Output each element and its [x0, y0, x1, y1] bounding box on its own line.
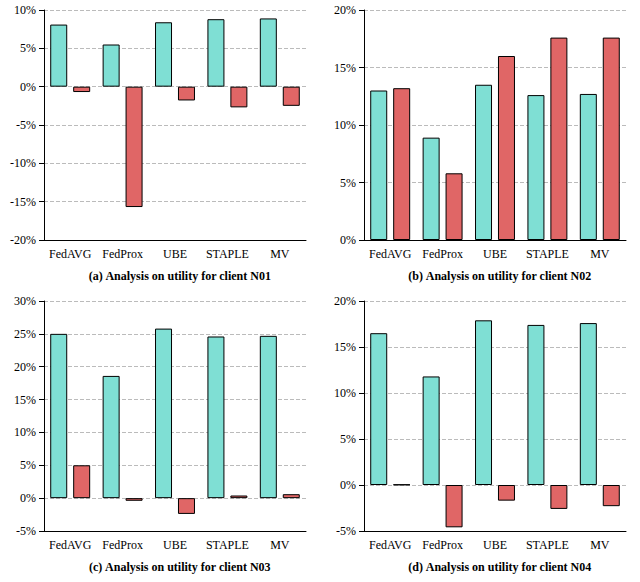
svg-text:STAPLE: STAPLE [526, 538, 569, 552]
svg-text:(a): (a) [89, 269, 103, 283]
svg-text:5%: 5% [340, 176, 356, 190]
svg-text:-5%: -5% [336, 524, 356, 538]
svg-text:20%: 20% [14, 360, 36, 374]
svg-text:Analysis on utility for client: Analysis on utility for client N01 [103, 269, 271, 283]
svg-text:-15%: -15% [10, 195, 36, 209]
svg-text:MV: MV [270, 538, 290, 552]
svg-text:UBE: UBE [483, 538, 507, 552]
svg-text:FedAVG: FedAVG [369, 538, 412, 552]
svg-text:5%: 5% [20, 41, 36, 55]
svg-text:-20%: -20% [10, 233, 36, 247]
svg-text:0%: 0% [20, 491, 36, 505]
svg-text:UBE: UBE [483, 247, 507, 261]
svg-text:30%: 30% [14, 294, 36, 308]
svg-text:20%: 20% [334, 3, 356, 17]
svg-text:UBE: UBE [163, 538, 187, 552]
svg-text:FedProx: FedProx [102, 538, 143, 552]
svg-text:Analysis on utility for client: Analysis on utility for client N04 [423, 560, 591, 574]
svg-text:UBE: UBE [163, 247, 187, 261]
svg-text:0%: 0% [340, 233, 356, 247]
svg-text:5%: 5% [340, 432, 356, 446]
svg-text:FedProx: FedProx [422, 538, 463, 552]
svg-text:10%: 10% [334, 386, 356, 400]
svg-text:FedProx: FedProx [422, 247, 463, 261]
svg-text:Analysis on utility for client: Analysis on utility for client N03 [103, 560, 271, 574]
svg-text:15%: 15% [14, 393, 36, 407]
svg-text:FedAVG: FedAVG [369, 247, 412, 261]
svg-text:(c): (c) [89, 560, 102, 574]
svg-text:25%: 25% [14, 327, 36, 341]
svg-text:10%: 10% [334, 118, 356, 132]
svg-text:20%: 20% [334, 294, 356, 308]
svg-text:-5%: -5% [16, 118, 36, 132]
svg-text:(d): (d) [408, 560, 423, 574]
svg-text:5%: 5% [20, 458, 36, 472]
svg-text:-10%: -10% [10, 156, 36, 170]
svg-text:STAPLE: STAPLE [526, 247, 569, 261]
svg-text:Analysis on utility for client: Analysis on utility for client N02 [423, 269, 591, 283]
svg-text:STAPLE: STAPLE [206, 538, 249, 552]
svg-text:15%: 15% [334, 340, 356, 354]
svg-text:MV: MV [270, 247, 290, 261]
svg-text:10%: 10% [14, 3, 36, 17]
svg-text:-5%: -5% [16, 524, 36, 538]
svg-text:MV: MV [590, 247, 610, 261]
svg-text:MV: MV [590, 538, 610, 552]
svg-text:STAPLE: STAPLE [206, 247, 249, 261]
svg-text:FedProx: FedProx [102, 247, 143, 261]
svg-text:FedAVG: FedAVG [49, 538, 92, 552]
svg-text:FedAVG: FedAVG [49, 247, 92, 261]
svg-text:15%: 15% [334, 61, 356, 75]
svg-text:10%: 10% [14, 425, 36, 439]
svg-text:0%: 0% [20, 80, 36, 94]
svg-text:0%: 0% [340, 478, 356, 492]
svg-text:(b): (b) [408, 269, 423, 283]
